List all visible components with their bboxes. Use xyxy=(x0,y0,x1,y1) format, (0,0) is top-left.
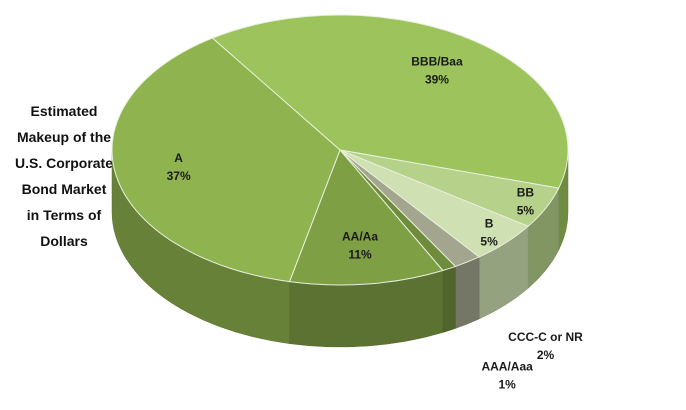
slice-label: CCC-C or NR xyxy=(508,330,583,344)
slice-label: BB xyxy=(517,185,535,199)
slice-value-label: 37% xyxy=(167,169,191,183)
slice-value-label: 39% xyxy=(425,73,449,87)
slice xyxy=(288,149,444,286)
slice-value-label: 11% xyxy=(348,248,372,262)
slice-value-label: 2% xyxy=(537,348,555,362)
pie-sides xyxy=(111,149,569,348)
pie-tops xyxy=(111,14,569,286)
slice-label: A xyxy=(174,151,183,165)
slice-side xyxy=(455,256,480,329)
slice-label: B xyxy=(485,217,494,231)
slice-value-label: 5% xyxy=(480,235,498,249)
slice-label: AA/Aa xyxy=(342,230,378,244)
slice-label: AAA/Aaa xyxy=(481,360,533,374)
chart-title: Estimated Makeup of the U.S. Corporate B… xyxy=(14,103,113,249)
slice-label: BBB/Baa xyxy=(411,55,463,69)
slice-value-label: 5% xyxy=(517,203,535,217)
slice-value-label: 1% xyxy=(498,378,516,392)
slice xyxy=(211,14,569,189)
slice xyxy=(111,37,341,283)
slice-side xyxy=(442,266,456,333)
